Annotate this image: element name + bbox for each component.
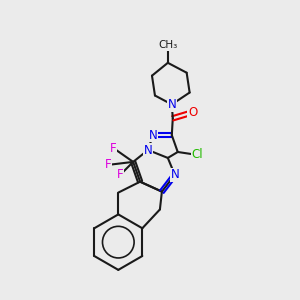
Text: Cl: Cl (192, 148, 203, 161)
Text: O: O (188, 106, 197, 119)
Text: F: F (105, 158, 112, 171)
Text: N: N (144, 143, 152, 157)
Text: F: F (117, 168, 124, 181)
Text: F: F (110, 142, 117, 154)
Text: N: N (148, 129, 157, 142)
Text: N: N (170, 168, 179, 181)
Text: N: N (167, 98, 176, 111)
Text: CH₃: CH₃ (158, 40, 178, 50)
